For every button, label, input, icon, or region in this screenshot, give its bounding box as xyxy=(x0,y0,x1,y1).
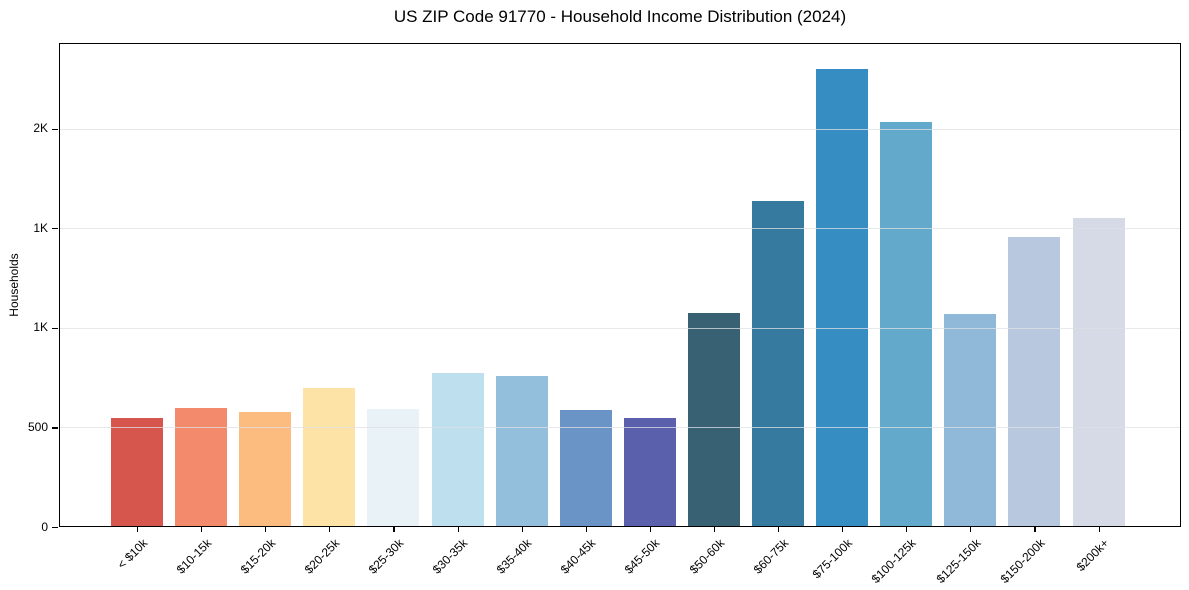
x-tick-mark xyxy=(585,527,587,532)
bar xyxy=(495,375,548,527)
gridline xyxy=(59,228,1181,230)
bar xyxy=(687,312,740,527)
x-tick-mark xyxy=(1098,527,1100,532)
bar xyxy=(239,411,292,527)
bar xyxy=(1072,218,1125,527)
x-tick-mark xyxy=(649,527,651,532)
x-tick-mark xyxy=(265,527,267,532)
bar xyxy=(880,121,933,527)
bar xyxy=(623,418,676,527)
x-tick-mark xyxy=(970,527,972,532)
x-tick-label-text: $25-30k xyxy=(365,536,407,577)
x-tick-label-text: $10-15k xyxy=(173,536,214,577)
bar xyxy=(367,408,420,527)
bar xyxy=(303,387,356,527)
x-tick-mark xyxy=(329,527,331,532)
y-tick-mark xyxy=(52,427,58,429)
x-tick-label-text: $150-200k xyxy=(997,536,1048,587)
x-tick-label-text: $15-20k xyxy=(237,536,279,577)
bar xyxy=(1008,237,1061,527)
x-tick-mark xyxy=(393,527,395,532)
y-tick-label: 1K xyxy=(33,220,48,235)
x-tick-mark xyxy=(1034,527,1036,532)
x-tick-label-text: $125-150k xyxy=(933,536,984,587)
gridline xyxy=(59,327,1181,329)
x-tick-label-text: $40-45k xyxy=(558,536,599,577)
y-axis-label: Households xyxy=(7,253,21,317)
x-tick-mark xyxy=(713,527,716,532)
x-tick-label-text: $20-25k xyxy=(301,536,343,577)
bar xyxy=(431,372,484,527)
x-tick-mark xyxy=(778,527,780,532)
x-tick-label-text: $50-60k xyxy=(686,536,727,577)
bar xyxy=(559,409,612,527)
x-tick-mark xyxy=(457,527,459,532)
x-tick-mark xyxy=(906,527,908,532)
x-tick-label-text: < $10k xyxy=(114,536,150,572)
x-tick-label-text: $75-100k xyxy=(809,536,855,582)
x-tick-label-text: $45-50k xyxy=(622,536,663,577)
plot-area: < $10k $10-15k $15-20k $20-25k $25-30k $30-35… xyxy=(52,43,1181,586)
x-tick-mark xyxy=(842,527,844,532)
gridline xyxy=(59,427,1181,429)
x-tick-label-text: $60-75k xyxy=(750,536,791,577)
x-tick-mark xyxy=(201,527,203,532)
y-tick-label: 500 xyxy=(27,419,48,434)
y-tick-label: 2K xyxy=(33,121,48,136)
y-tick-mark xyxy=(52,527,58,529)
chart-title: US ZIP Code 91770 - Household Income Dis… xyxy=(393,7,847,26)
y-tick-mark xyxy=(52,327,58,329)
x-tick-label-text: $35-40k xyxy=(493,536,535,577)
gridline xyxy=(59,128,1181,130)
x-tick-label-text: $100-125k xyxy=(869,536,920,587)
x-tick-label-text: $30-35k xyxy=(429,536,471,577)
bar xyxy=(175,407,228,527)
y-tick-mark xyxy=(52,128,58,130)
x-tick-label-text: $200k+ xyxy=(1073,536,1112,574)
y-tick-label: 1K xyxy=(33,320,48,335)
bar xyxy=(944,313,997,527)
y-tick-label: 0 xyxy=(41,519,48,534)
bar xyxy=(111,417,163,527)
y-tick-mark xyxy=(52,228,58,230)
bar xyxy=(752,201,804,527)
x-tick-mark xyxy=(521,527,523,532)
x-tick-mark xyxy=(137,527,139,532)
bar xyxy=(816,68,869,527)
